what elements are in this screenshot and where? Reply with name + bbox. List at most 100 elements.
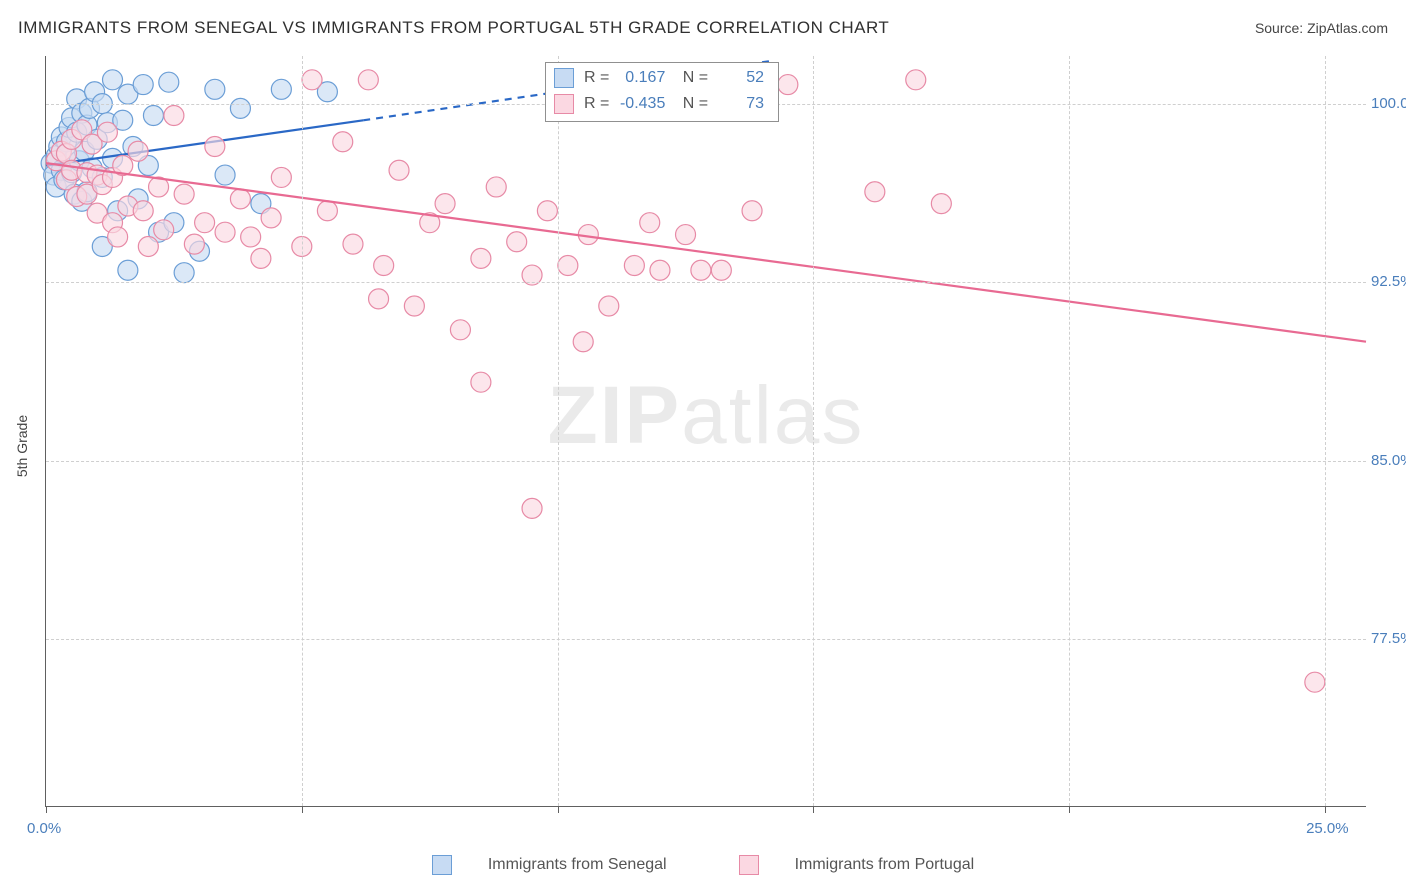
x-tick-label: 0.0%: [27, 820, 61, 837]
x-tick: [46, 806, 47, 813]
data-point: [865, 182, 885, 202]
data-point: [195, 213, 215, 233]
data-point: [241, 227, 261, 247]
x-tick-label: 25.0%: [1306, 820, 1349, 837]
data-point: [691, 260, 711, 280]
data-point: [358, 70, 378, 90]
stat-legend-row: R =0.167 N =52: [554, 65, 768, 91]
data-point: [650, 260, 670, 280]
data-point: [558, 256, 578, 276]
gridline-v: [813, 56, 814, 806]
n-value: 52: [712, 65, 764, 91]
data-point: [230, 189, 250, 209]
data-point: [317, 201, 337, 221]
data-point: [251, 248, 271, 268]
data-point: [164, 106, 184, 126]
gridline-v: [1325, 56, 1326, 806]
x-tick: [302, 806, 303, 813]
gridline-v: [558, 56, 559, 806]
stat-legend-row: R =-0.435 N =73: [554, 91, 768, 117]
y-tick-label: 100.0%: [1371, 95, 1406, 112]
y-tick-label: 92.5%: [1371, 273, 1406, 290]
data-point: [404, 296, 424, 316]
chart-svg: [46, 56, 1366, 806]
plot-area: ZIPatlas 77.5%85.0%92.5%100.0%: [45, 56, 1366, 807]
n-value: 73: [712, 91, 764, 117]
bottom-legend: Immigrants from Senegal Immigrants from P…: [0, 855, 1406, 880]
gridline-v: [302, 56, 303, 806]
y-tick-label: 85.0%: [1371, 452, 1406, 469]
data-point: [103, 70, 123, 90]
stat-legend: R =0.167 N =52R =-0.435 N =73: [545, 62, 779, 122]
chart-title: IMMIGRANTS FROM SENEGAL VS IMMIGRANTS FR…: [18, 18, 889, 37]
data-point: [174, 263, 194, 283]
data-point: [450, 320, 470, 340]
r-label: R =: [584, 65, 609, 91]
bottom-legend-item: Immigrants from Portugal: [721, 855, 993, 875]
x-tick: [558, 806, 559, 813]
r-value: 0.167: [613, 65, 665, 91]
data-point: [154, 220, 174, 240]
legend-label: Immigrants from Portugal: [795, 856, 975, 874]
data-point: [138, 236, 158, 256]
x-tick: [1069, 806, 1070, 813]
data-point: [118, 260, 138, 280]
data-point: [174, 184, 194, 204]
data-point: [333, 132, 353, 152]
data-point: [1305, 672, 1325, 692]
data-point: [537, 201, 557, 221]
data-point: [573, 332, 593, 352]
data-point: [302, 70, 322, 90]
data-point: [143, 106, 163, 126]
legend-swatch: [554, 68, 574, 88]
data-point: [159, 72, 179, 92]
data-point: [215, 222, 235, 242]
data-point: [389, 160, 409, 180]
legend-swatch: [554, 94, 574, 114]
y-axis-label: 5th Grade: [14, 415, 30, 477]
gridline-v: [1069, 56, 1070, 806]
data-point: [374, 256, 394, 276]
data-point: [271, 167, 291, 187]
data-point: [507, 232, 527, 252]
n-label: N =: [683, 65, 708, 91]
data-point: [230, 98, 250, 118]
bottom-legend-item: Immigrants from Senegal: [414, 855, 685, 875]
data-point: [640, 213, 660, 233]
data-point: [778, 75, 798, 95]
data-point: [471, 248, 491, 268]
r-value: -0.435: [613, 91, 665, 117]
data-point: [108, 227, 128, 247]
data-point: [205, 136, 225, 156]
data-point: [522, 498, 542, 518]
data-point: [486, 177, 506, 197]
data-point: [133, 201, 153, 221]
data-point: [471, 372, 491, 392]
n-label: N =: [683, 91, 708, 117]
data-point: [931, 194, 951, 214]
data-point: [711, 260, 731, 280]
data-point: [205, 79, 225, 99]
gridline-h: [46, 282, 1366, 283]
x-tick: [1325, 806, 1326, 813]
r-label: R =: [584, 91, 609, 117]
data-point: [261, 208, 281, 228]
data-point: [676, 225, 696, 245]
source-label: Source: ZipAtlas.com: [1255, 20, 1388, 36]
data-point: [97, 122, 117, 142]
data-point: [435, 194, 455, 214]
data-point: [215, 165, 235, 185]
data-point: [343, 234, 363, 254]
data-point: [369, 289, 389, 309]
y-tick-label: 77.5%: [1371, 630, 1406, 647]
data-point: [906, 70, 926, 90]
data-point: [184, 234, 204, 254]
regression-line: [46, 163, 1366, 342]
data-point: [128, 141, 148, 161]
data-point: [742, 201, 762, 221]
data-point: [271, 79, 291, 99]
gridline-h: [46, 639, 1366, 640]
data-point: [624, 256, 644, 276]
x-tick: [813, 806, 814, 813]
legend-swatch: [739, 855, 759, 875]
